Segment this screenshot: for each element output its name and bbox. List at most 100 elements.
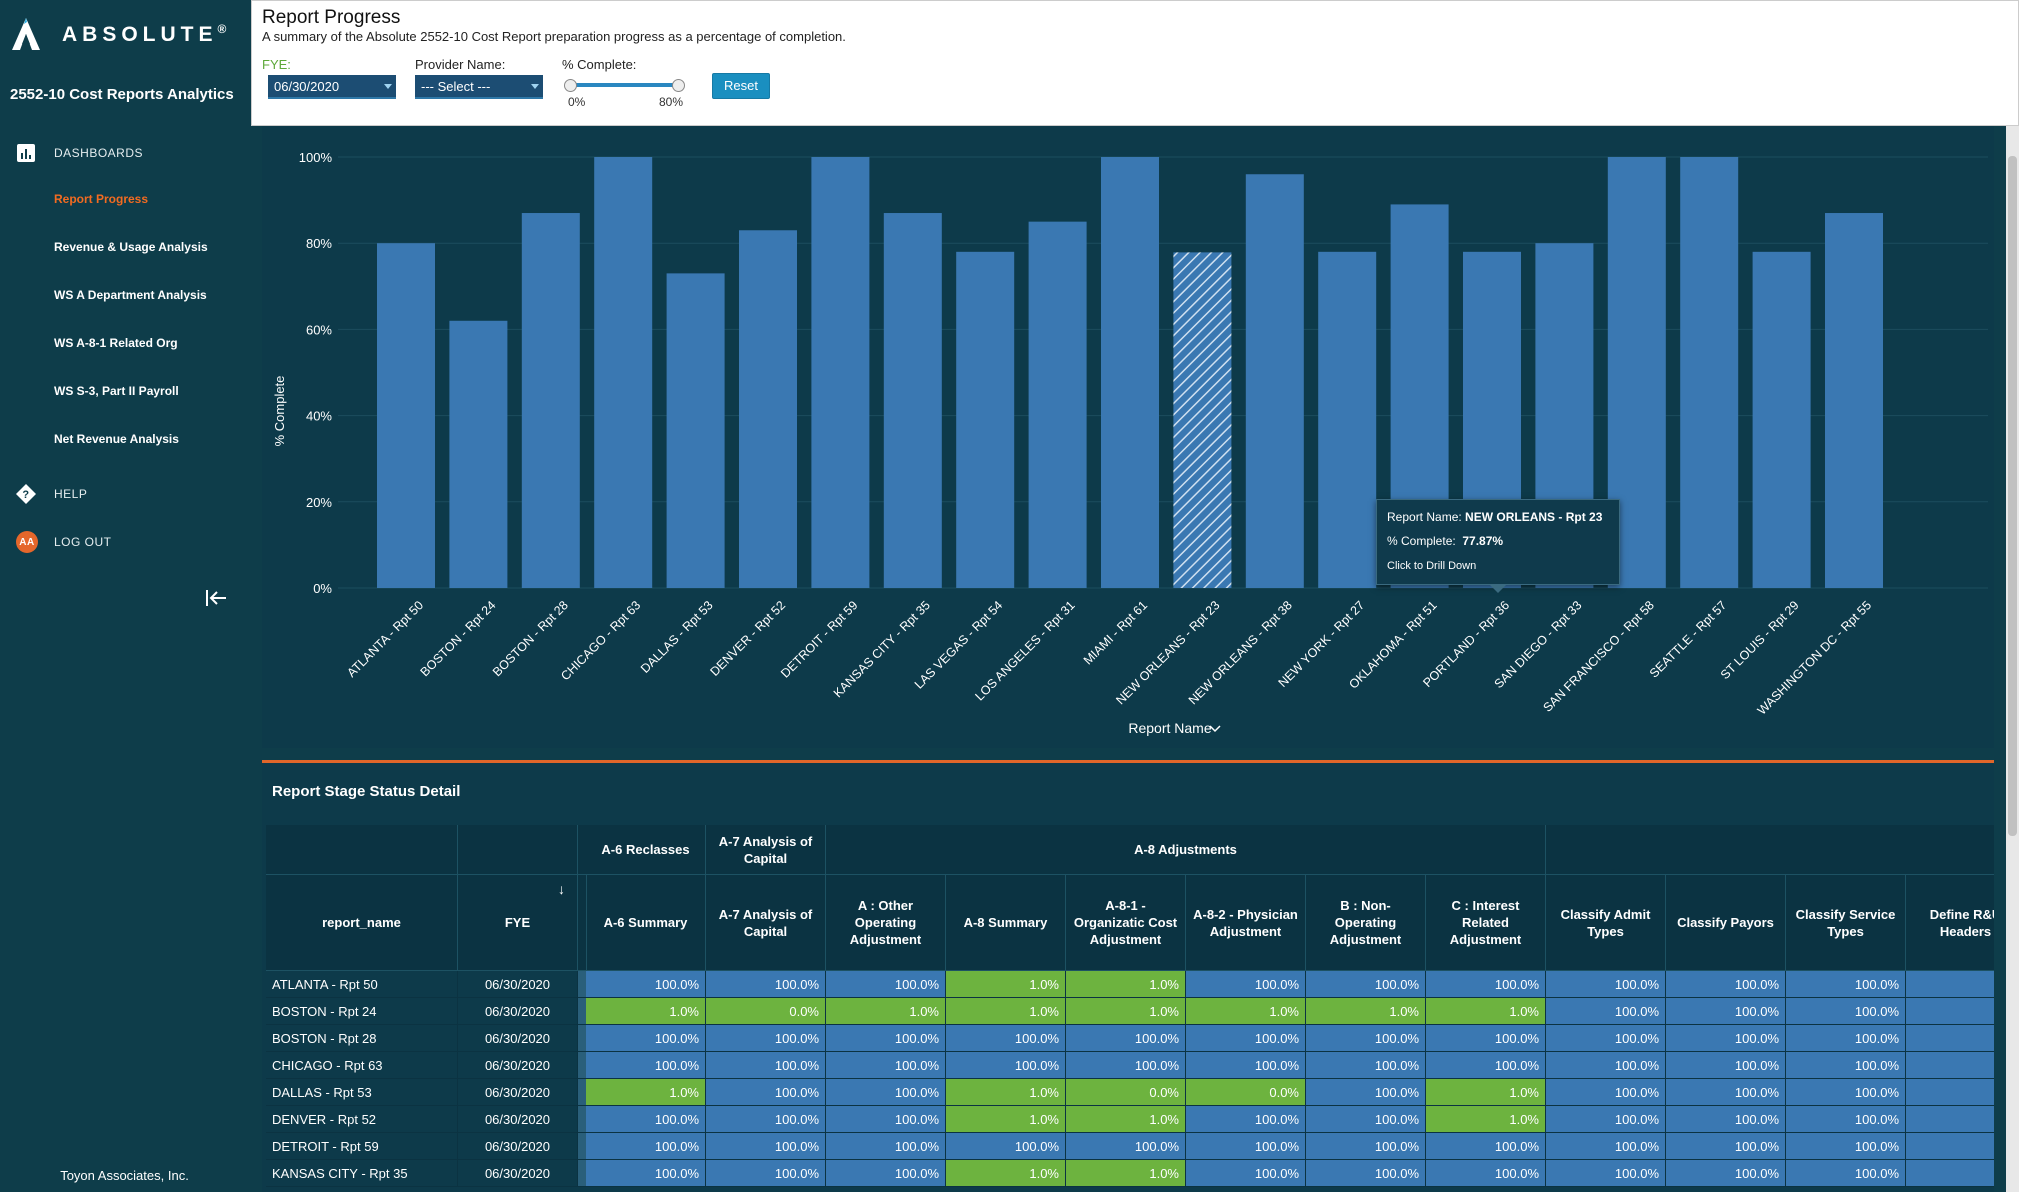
column-header[interactable]: A-8-2 - Physician Adjustment <box>1186 875 1306 971</box>
row-report-name[interactable]: KANSAS CITY - Rpt 35 <box>266 1160 458 1187</box>
page-scrollbar[interactable] <box>2006 126 2019 1192</box>
row-stage-value[interactable]: 100.0% <box>826 1106 946 1133</box>
row-stage-value[interactable]: 100.0% <box>1786 1133 1906 1160</box>
row-stage-value[interactable]: 100.0% <box>946 1052 1066 1079</box>
chevron-down-icon[interactable] <box>1209 725 1221 733</box>
row-stage-value[interactable]: 100.0% <box>706 1106 826 1133</box>
row-stage-value[interactable]: 0.0% <box>1066 1079 1186 1106</box>
row-stage-value[interactable]: 100.0% <box>1546 971 1666 998</box>
row-stage-value[interactable]: 100.0% <box>1546 1052 1666 1079</box>
row-stage-value[interactable]: 100.0% <box>946 1133 1066 1160</box>
row-stage-value[interactable]: 100.0% <box>1186 1106 1306 1133</box>
row-stage-value[interactable]: 100.0% <box>1546 998 1666 1025</box>
row-stage-value[interactable]: 100.0% <box>1426 1052 1546 1079</box>
row-stage-value[interactable]: 100.0% <box>1426 1133 1546 1160</box>
row-report-name[interactable]: DENVER - Rpt 52 <box>266 1106 458 1133</box>
row-stage-value[interactable]: 100.0% <box>826 1133 946 1160</box>
row-stage-value[interactable]: 1.0% <box>826 998 946 1025</box>
column-header[interactable]: C : Interest Related Adjustment <box>1426 875 1546 971</box>
row-stage-value[interactable]: 1.0% <box>586 998 706 1025</box>
row-stage-value[interactable]: 100.0% <box>1546 1079 1666 1106</box>
column-header[interactable]: report_name <box>266 875 458 971</box>
row-stage-value[interactable]: 100.0% <box>586 1160 706 1187</box>
nav-dashboards[interactable]: DASHBOARDS <box>0 139 249 167</box>
row-stage-value[interactable]: 100.0% <box>586 1025 706 1052</box>
row-stage-value[interactable]: 1.0% <box>1426 998 1546 1025</box>
row-stage-value[interactable]: 1.0% <box>946 998 1066 1025</box>
row-stage-value[interactable]: 10 <box>1906 1106 1994 1133</box>
column-header[interactable]: A-8-1 - Organizatic Cost Adjustment <box>1066 875 1186 971</box>
row-stage-value[interactable]: 1.0% <box>1426 1106 1546 1133</box>
column-header[interactable]: A : Other Operating Adjustment <box>826 875 946 971</box>
nav-item-ws-a-department[interactable]: WS A Department Analysis <box>0 281 249 309</box>
row-stage-value[interactable]: 100.0% <box>1306 1133 1426 1160</box>
row-stage-value[interactable]: 1.0% <box>1066 1160 1186 1187</box>
row-stage-value[interactable]: 100.0% <box>706 1079 826 1106</box>
row-stage-value[interactable]: 100.0% <box>1666 1025 1786 1052</box>
row-stage-value[interactable]: 100.0% <box>1666 1052 1786 1079</box>
row-stage-value[interactable]: 100.0% <box>826 1079 946 1106</box>
bar[interactable] <box>739 230 797 588</box>
row-stage-value[interactable]: 100.0% <box>1186 1052 1306 1079</box>
row-stage-value[interactable]: 100.0% <box>1546 1025 1666 1052</box>
row-stage-value[interactable]: 100.0% <box>1306 1025 1426 1052</box>
bar[interactable] <box>1101 157 1159 588</box>
row-report-name[interactable]: DALLAS - Rpt 53 <box>266 1079 458 1106</box>
row-stage-value[interactable]: 1.0% <box>1066 1106 1186 1133</box>
slider-max-handle[interactable] <box>672 79 685 92</box>
row-stage-value[interactable]: 10 <box>1906 1133 1994 1160</box>
row-stage-value[interactable]: 100.0% <box>1666 971 1786 998</box>
row-stage-value[interactable]: 100.0% <box>1786 1052 1906 1079</box>
row-stage-value[interactable]: 100.0% <box>586 1106 706 1133</box>
row-stage-value[interactable]: 10 <box>1906 998 1994 1025</box>
nav-item-report-progress[interactable]: Report Progress <box>0 185 249 213</box>
fye-select[interactable]: 06/30/2020 <box>268 75 396 99</box>
bar[interactable] <box>1680 157 1739 588</box>
row-report-name[interactable]: CHICAGO - Rpt 63 <box>266 1052 458 1079</box>
row-stage-value[interactable]: 100.0% <box>1786 1160 1906 1187</box>
row-stage-value[interactable]: 100.0% <box>826 1025 946 1052</box>
column-header[interactable]: Define R&U Headers <box>1906 875 1994 971</box>
row-stage-value[interactable]: 100.0% <box>1786 971 1906 998</box>
row-stage-value[interactable]: 100.0% <box>1546 1133 1666 1160</box>
row-stage-value[interactable]: 100.0% <box>586 971 706 998</box>
row-stage-value[interactable]: 100.0% <box>586 1052 706 1079</box>
row-stage-value[interactable]: 100.0% <box>826 971 946 998</box>
row-stage-value[interactable]: 100.0% <box>1186 971 1306 998</box>
row-stage-value[interactable]: 100.0% <box>1426 971 1546 998</box>
bar[interactable] <box>1245 174 1304 589</box>
row-stage-value[interactable]: 100.0% <box>826 1160 946 1187</box>
row-stage-value[interactable]: 100.0% <box>1306 971 1426 998</box>
row-stage-value[interactable]: 1.0% <box>1426 1079 1546 1106</box>
column-header[interactable]: Classify Service Types <box>1786 875 1906 971</box>
row-stage-value[interactable]: 100.0% <box>1426 1025 1546 1052</box>
row-stage-value[interactable]: 100.0% <box>1066 1133 1186 1160</box>
column-header[interactable]: Classify Payors <box>1666 875 1786 971</box>
row-stage-value[interactable]: 100.0% <box>1786 1079 1906 1106</box>
row-stage-value[interactable]: 100.0% <box>1786 1025 1906 1052</box>
bar[interactable] <box>594 157 653 588</box>
row-stage-value[interactable]: 1.0% <box>946 1106 1066 1133</box>
nav-item-revenue-usage[interactable]: Revenue & Usage Analysis <box>0 233 249 261</box>
row-stage-value[interactable]: 100.0% <box>1306 1106 1426 1133</box>
row-stage-value[interactable]: 1.0% <box>1066 998 1186 1025</box>
row-stage-value[interactable]: 100.0% <box>1786 1106 1906 1133</box>
bar[interactable] <box>449 320 508 588</box>
collapse-sidebar-icon[interactable] <box>204 586 228 610</box>
reset-button[interactable]: Reset <box>712 73 770 99</box>
row-stage-value[interactable]: 1.0% <box>946 1160 1066 1187</box>
row-stage-value[interactable]: 100.0% <box>1666 1079 1786 1106</box>
row-stage-value[interactable]: 100.0% <box>1186 1025 1306 1052</box>
row-stage-value[interactable]: 1.0% <box>1066 971 1186 998</box>
row-stage-value[interactable]: 100.0% <box>586 1133 706 1160</box>
row-stage-value[interactable]: 100.0% <box>1666 1133 1786 1160</box>
row-stage-value[interactable]: 10 <box>1906 1160 1994 1187</box>
row-stage-value[interactable]: 0.0% <box>1186 1079 1306 1106</box>
column-header[interactable]: Classify Admit Types <box>1546 875 1666 971</box>
column-header[interactable]: B : Non-Operating Adjustment <box>1306 875 1426 971</box>
bar[interactable] <box>956 251 1015 588</box>
bar[interactable] <box>521 213 580 588</box>
row-stage-value[interactable]: 100.0% <box>1066 1052 1186 1079</box>
provider-select[interactable]: --- Select --- <box>415 75 543 99</box>
bar[interactable] <box>1318 251 1377 588</box>
